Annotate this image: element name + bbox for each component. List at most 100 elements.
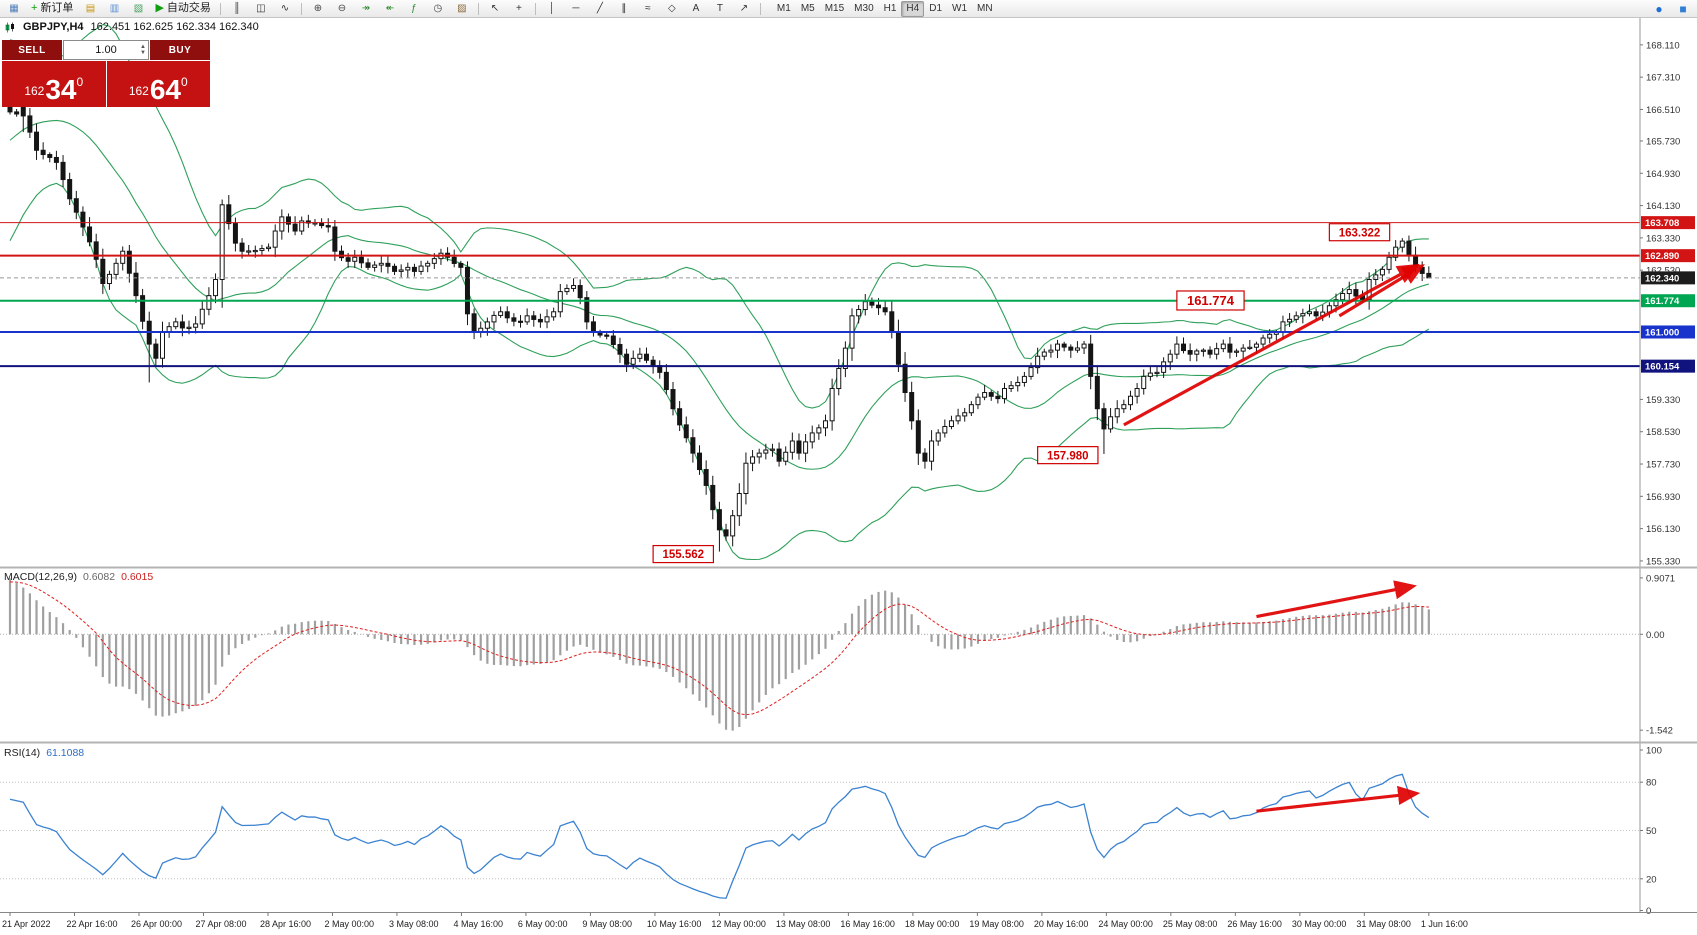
timeframe-button-m15[interactable]: M15 [824,3,845,14]
trendline-button[interactable]: ╱ [589,1,611,16]
scroll-corner-icon: ■ [1679,1,1687,16]
svg-text:2 May 00:00: 2 May 00:00 [324,919,374,929]
vertical-line-button[interactable]: │ [541,1,563,16]
text-label-button[interactable]: T [709,1,731,16]
data-window-button[interactable]: ▥ [103,1,125,16]
line-chart-button[interactable]: ∿ [274,1,296,16]
svg-text:21 Apr 2022: 21 Apr 2022 [2,919,51,929]
auto-scroll-button[interactable]: ↠ [355,1,377,16]
svg-text:50: 50 [1646,826,1657,837]
svg-text:26 May 16:00: 26 May 16:00 [1227,919,1282,929]
timeframe-button-m5[interactable]: M5 [800,3,815,14]
svg-text:160.154: 160.154 [1645,362,1680,373]
arrow-objects-button[interactable]: ↗ [733,1,755,16]
buy-price-point: 0 [181,75,188,89]
text-label-icon: T [716,2,723,14]
svg-text:156.930: 156.930 [1646,492,1680,503]
svg-text:26 Apr 00:00: 26 Apr 00:00 [131,919,182,929]
chart-shift-icon: ↞ [385,2,395,14]
horizontal-line-button[interactable]: ─ [565,1,587,16]
timeframe-button-w1[interactable]: W1 [952,3,968,14]
bollinger-middle-band [9,119,1429,470]
new-order-button[interactable]: + 新订单 [27,1,77,16]
support-button[interactable]: ● [1648,1,1670,16]
sell-price-button[interactable]: 162 34 0 [2,61,106,107]
indicators-button[interactable]: ƒ [403,1,425,16]
svg-text:20 May 16:00: 20 May 16:00 [1034,919,1089,929]
scroll-corner-button[interactable]: ■ [1672,1,1694,16]
buy-button[interactable]: BUY [150,40,210,60]
svg-text:100: 100 [1646,746,1662,757]
vertical-line-icon: │ [548,2,556,14]
price-axis[interactable]: 168.110 167.310 166.510 165.730 164.930 164.1… [1639,17,1697,917]
bar-chart-button[interactable]: ║ [226,1,248,16]
svg-text:166.510: 166.510 [1646,105,1680,116]
text-button[interactable]: A [685,1,707,16]
sell-price-pips: 34 [45,74,77,106]
svg-text:80: 80 [1646,778,1657,789]
shapes-button[interactable]: ◇ [661,1,683,16]
svg-text:163.708: 163.708 [1645,218,1679,229]
timeframe-button-m1[interactable]: M1 [776,3,791,14]
bollinger-upper-band [9,23,1429,409]
templates-button[interactable]: ▨ [451,1,473,16]
macd-panel [0,578,1640,731]
zoom-in-button[interactable]: ⊕ [307,1,329,16]
new-chart-icon: ▦ [9,2,19,14]
chart-shift-button[interactable]: ↞ [379,1,401,16]
one-click-trading-panel: SELL 1.00 ▲ ▼ BUY 162 34 0 162 64 0 [2,40,210,107]
timeframe-button-h1[interactable]: H1 [883,3,897,14]
data-window-icon: ▥ [109,2,120,14]
cursor-button[interactable]: ↖ [484,1,506,16]
volume-input[interactable]: 1.00 ▲ ▼ [63,40,149,60]
svg-text:9 May 08:00: 9 May 08:00 [582,919,632,929]
autotrading-button[interactable]: ▶ 自动交易 [151,1,214,16]
buy-price-button[interactable]: 162 64 0 [106,61,210,107]
buy-price-pips: 64 [149,74,181,106]
svg-text:164.930: 164.930 [1646,169,1680,180]
timeframe-group: M1 M5 M15 M30 H1 H4 D1 W1 MN [772,0,998,17]
svg-text:27 Apr 08:00: 27 Apr 08:00 [195,919,246,929]
periods-button[interactable]: ◷ [427,1,449,16]
time-axis[interactable]: 21 Apr 2022 22 Apr 16:00 26 Apr 00:00 27 Ap… [2,912,1468,930]
equidistant-channel-button[interactable]: ∥ [613,1,635,16]
svg-text:0.9071: 0.9071 [1646,573,1675,584]
candlestick-chart-button[interactable]: ◫ [250,1,272,16]
svg-text:16 May 16:00: 16 May 16:00 [840,919,895,929]
fibonacci-icon: ≈ [645,2,651,14]
new-chart-button[interactable]: ▦ [3,1,25,16]
rsi-line [9,773,1430,899]
market-watch-button[interactable]: ▤ [79,1,101,16]
zoom-out-button[interactable]: ⊖ [331,1,353,16]
market-watch-icon: ▤ [85,2,96,14]
cursor-icon: ↖ [490,2,500,14]
navigator-icon: ▧ [133,2,144,14]
timeframe-button-h4[interactable]: H4 [901,0,925,17]
svg-text:0.00: 0.00 [1646,630,1665,641]
crosshair-button[interactable]: + [508,1,530,16]
svg-text:3 May 08:00: 3 May 08:00 [389,919,439,929]
horizontal-line-objects[interactable] [0,222,1640,368]
trend-arrow-objects[interactable] [1123,263,1425,813]
svg-text:155.330: 155.330 [1646,556,1680,567]
price-annotation-labels[interactable]: 163.322 161.774 157.980 155.562 [652,223,1391,564]
zoom-out-icon: ⊖ [337,2,347,14]
svg-text:162.530: 162.530 [1646,266,1680,277]
volume-spinner[interactable]: ▲ ▼ [140,44,146,56]
timeframe-button-m30[interactable]: M30 [854,3,874,14]
svg-text:10 May 16:00: 10 May 16:00 [647,919,702,929]
timeframe-button-mn[interactable]: MN [977,3,993,14]
svg-text:28 Apr 16:00: 28 Apr 16:00 [260,919,311,929]
timeframe-button-d1[interactable]: D1 [929,3,943,14]
horizontal-line-icon: ─ [572,2,580,14]
svg-text:25 May 08:00: 25 May 08:00 [1163,919,1218,929]
navigator-button[interactable]: ▧ [127,1,149,16]
svg-text:22 Apr 16:00: 22 Apr 16:00 [66,919,117,929]
svg-text:6 May 00:00: 6 May 00:00 [518,919,568,929]
sell-button[interactable]: SELL [2,40,62,60]
candlestick-chart-icon: ◫ [256,2,266,14]
ohlc-values: 162.451 162.625 162.334 162.340 [90,21,259,33]
fibonacci-button[interactable]: ≈ [637,1,659,16]
